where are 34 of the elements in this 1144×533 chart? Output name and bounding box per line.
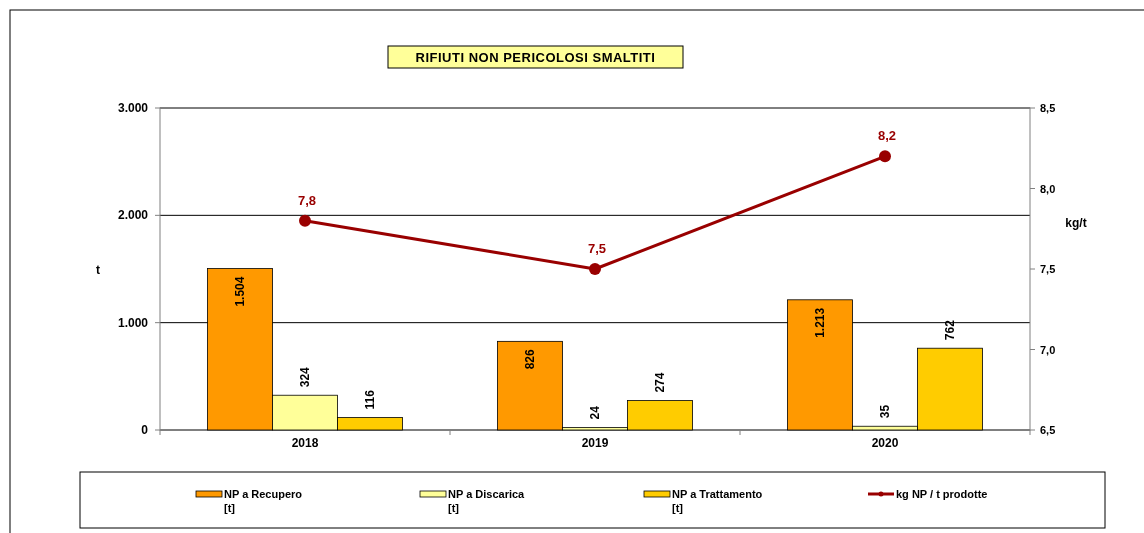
y2-tick-label: 8,0 xyxy=(1040,182,1056,195)
data-label: 1.213 xyxy=(813,307,827,338)
data-label: 324 xyxy=(298,366,312,388)
data-label: 762 xyxy=(943,319,957,341)
y2-tick-label: 7,0 xyxy=(1040,343,1056,356)
data-label: 1.504 xyxy=(233,276,247,307)
data-label: 116 xyxy=(363,389,377,410)
data-label: 7,5 xyxy=(587,241,607,256)
y2-tick-label: 6,5 xyxy=(1040,424,1056,436)
y-tick-label: 0 xyxy=(141,423,149,437)
y-tick-label: 3.000 xyxy=(117,101,149,115)
point xyxy=(589,263,601,275)
point xyxy=(299,214,311,227)
data-label: 8,2 xyxy=(877,128,897,144)
x-tick-label: 2020 xyxy=(871,436,899,450)
point xyxy=(879,150,891,163)
chart-title: RIFIUTI NON PERICOLOSI SMALTITI xyxy=(415,50,656,65)
legend-label: NP a Discarica [t] xyxy=(448,488,526,514)
y2-tick-label: 8,5 xyxy=(1040,102,1056,114)
data-label: 274 xyxy=(653,372,667,393)
x-tick-label: 2019 xyxy=(581,436,609,450)
legend-label: NP a Recupero [t] xyxy=(224,488,303,514)
y-tick-label: 1.000 xyxy=(117,315,149,330)
data-label: 24 xyxy=(588,405,602,420)
y2-tick-label: 7,5 xyxy=(1040,263,1056,275)
legend-label: NP a Trattamento [t] xyxy=(672,488,763,514)
data-label: 35 xyxy=(878,404,892,419)
y-tick-label: 2.000 xyxy=(117,208,149,223)
x-tick-label: 2018 xyxy=(291,436,319,450)
data-label: 826 xyxy=(523,349,537,370)
y-axis-title: t xyxy=(96,263,100,277)
y2-axis-title: kg/t xyxy=(1065,216,1087,230)
legend-label: kg NP / t prodotte xyxy=(896,488,988,500)
data-label: 7,8 xyxy=(297,192,317,208)
